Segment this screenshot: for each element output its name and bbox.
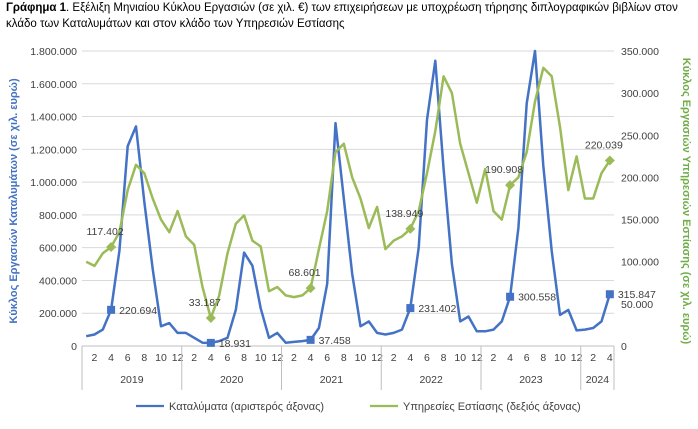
food-services-data-label: 68.601 bbox=[289, 267, 321, 279]
x-tick-label: 12 bbox=[471, 352, 483, 364]
left-tick-label: 1.800.000 bbox=[30, 46, 77, 58]
x-tick-label: 12 bbox=[272, 352, 284, 364]
data-labels: 220.694 18.931 37.458 231.402 300.558 315.847… bbox=[87, 140, 656, 350]
series-markers bbox=[106, 155, 615, 347]
x-tick-label: 10 bbox=[454, 352, 466, 364]
food-services-data-label: 117.402 bbox=[87, 226, 124, 238]
x-tick-label: 6 bbox=[324, 352, 330, 364]
x-tick-label: 10 bbox=[255, 352, 267, 364]
accommodation-marker bbox=[206, 338, 215, 347]
accommodation-marker bbox=[406, 304, 415, 313]
accommodation-marker bbox=[107, 305, 116, 314]
x-tick-label: 6 bbox=[225, 352, 231, 364]
left-tick-label: 400.000 bbox=[39, 275, 77, 287]
x-tick-label: 6 bbox=[125, 352, 131, 364]
x-year-label: 2022 bbox=[419, 374, 443, 386]
food-services-data-label: 190.908 bbox=[485, 164, 523, 176]
right-tick-label: 350.000 bbox=[621, 46, 659, 58]
x-year-label: 2023 bbox=[519, 374, 543, 386]
x-tick-label: 4 bbox=[308, 352, 314, 364]
x-tick-label: 10 bbox=[554, 352, 566, 364]
x-tick-label: 10 bbox=[355, 352, 367, 364]
right-axis-ticks: 0 50.000 100.000 150.000 200.000 250.000 300.0… bbox=[621, 46, 659, 353]
caption-text: . Εξέλιξη Μηνιαίου Κύκλου Εργασιών (σε χ… bbox=[6, 2, 678, 30]
x-tick-label: 8 bbox=[341, 352, 347, 364]
x-tick-label: 6 bbox=[424, 352, 430, 364]
x-tick-label: 2 bbox=[391, 352, 397, 364]
legend: Καταλύματα (αριστερός άξονας) Υπηρεσίες … bbox=[136, 401, 581, 413]
x-tick-label: 2 bbox=[491, 352, 497, 364]
x-tick-label: 2 bbox=[191, 352, 197, 364]
x-axis: 2 4 6 8 10 12 2 4 6 8 10 12 2 4 6 8 10 12 2 4 6 8 10 12 2 4 6 8 10 12… bbox=[81, 345, 615, 390]
left-tick-label: 1.600.000 bbox=[30, 79, 77, 91]
food-services-marker bbox=[305, 283, 316, 294]
x-tick-label: 8 bbox=[241, 352, 247, 364]
food-services-marker bbox=[106, 242, 117, 253]
x-tick-label: 4 bbox=[208, 352, 214, 364]
accommodation-data-label: 231.402 bbox=[418, 303, 456, 315]
food-services-marker bbox=[604, 155, 615, 166]
right-axis-title: Κύκλος Εργασιών Υπηρεσιών Εστίασης (σε χ… bbox=[680, 58, 692, 345]
food-services-marker bbox=[205, 313, 216, 324]
accommodation-marker bbox=[605, 290, 614, 299]
x-tick-label: 12 bbox=[371, 352, 383, 364]
accommodation-data-label: 18.931 bbox=[219, 338, 251, 350]
left-tick-label: 1.400.000 bbox=[30, 112, 77, 124]
x-tick-label: 8 bbox=[441, 352, 447, 364]
food-services-series-line bbox=[85, 66, 611, 320]
x-tick-label: 8 bbox=[540, 352, 546, 364]
left-tick-label: 200.000 bbox=[39, 308, 77, 320]
x-tick-label: 2 bbox=[92, 352, 98, 364]
x-year-label: 2021 bbox=[320, 374, 344, 386]
left-axis-ticks: 0 200.000 400.000 600.000 800.000 1.000.000 1.… bbox=[30, 46, 77, 353]
right-tick-label: 150.000 bbox=[621, 215, 659, 227]
x-year-label: 2019 bbox=[120, 374, 144, 386]
left-tick-label: 600.000 bbox=[39, 243, 77, 255]
accommodation-data-label: 315.847 bbox=[618, 289, 656, 301]
food-services-data-label: 138.949 bbox=[385, 208, 423, 220]
right-tick-label: 250.000 bbox=[621, 130, 659, 142]
accommodation-data-label: 37.458 bbox=[319, 335, 351, 347]
right-tick-label: 100.000 bbox=[621, 257, 659, 269]
left-tick-label: 800.000 bbox=[39, 210, 77, 222]
food-services-marker bbox=[405, 223, 416, 234]
x-tick-label: 2 bbox=[291, 352, 297, 364]
food-services-data-label: 220.039 bbox=[585, 140, 623, 152]
left-tick-label: 1.200.000 bbox=[30, 144, 77, 156]
caption-prefix: Γράφημα 1 bbox=[6, 2, 67, 14]
x-tick-label: 6 bbox=[524, 352, 530, 364]
legend-label-food-services: Υπηρεσίες Εστίασης (δεξιός άξονας) bbox=[403, 401, 581, 413]
food-services-marker bbox=[505, 180, 516, 191]
right-tick-label: 300.000 bbox=[621, 88, 659, 100]
x-tick-label: 10 bbox=[155, 352, 167, 364]
x-tick-label: 12 bbox=[571, 352, 583, 364]
left-tick-label: 0 bbox=[71, 341, 77, 353]
x-tick-label: 8 bbox=[141, 352, 147, 364]
series-lines bbox=[85, 49, 611, 345]
right-tick-label: 50.000 bbox=[621, 299, 653, 311]
left-axis-title: Κύκλος Εργασιών Καταλυμάτων (σε χιλ. ευρ… bbox=[8, 78, 20, 324]
x-tick-label: 4 bbox=[607, 352, 613, 364]
left-tick-label: 1.000.000 bbox=[30, 177, 77, 189]
accommodation-data-label: 220.694 bbox=[119, 305, 157, 317]
x-year-label: 2020 bbox=[220, 374, 244, 386]
legend-label-accommodation: Καταλύματα (αριστερός άξονας) bbox=[169, 401, 324, 413]
food-services-data-label: 33.187 bbox=[189, 297, 221, 309]
accommodation-marker bbox=[506, 292, 515, 301]
x-tick-label: 4 bbox=[108, 352, 114, 364]
accommodation-marker bbox=[306, 335, 315, 344]
x-tick-label: 12 bbox=[172, 352, 184, 364]
accommodation-data-label: 300.558 bbox=[518, 292, 556, 304]
x-tick-label: 4 bbox=[507, 352, 513, 364]
chart-caption: Γράφημα 1. Εξέλιξη Μηνιαίου Κύκλου Εργασ… bbox=[6, 0, 696, 32]
right-tick-label: 200.000 bbox=[621, 172, 659, 184]
x-tick-label: 2 bbox=[590, 352, 596, 364]
x-tick-label: 4 bbox=[407, 352, 413, 364]
x-year-label: 2024 bbox=[586, 374, 610, 386]
right-tick-label: 0 bbox=[621, 341, 627, 353]
